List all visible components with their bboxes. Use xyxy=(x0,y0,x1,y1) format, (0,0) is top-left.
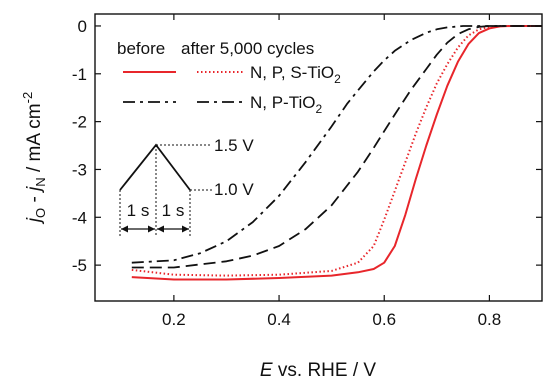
y-tick-label: -3 xyxy=(72,160,87,179)
y-axis-title: jO - jN / mA cm-2 xyxy=(20,92,48,225)
legend: before after 5,000 cycles N, P, S-TiO2 N… xyxy=(117,39,341,116)
inset-arrowhead xyxy=(182,225,189,233)
inset-upper-label: 1.5 V xyxy=(214,136,254,155)
y-tick-label: 0 xyxy=(78,17,87,36)
axis-ticks: 0.2 0.4 0.6 0.8 0 -1 -2 -3 -4 -5 xyxy=(72,14,542,329)
y-tick-label: -5 xyxy=(72,256,87,275)
inset-step1-label: 1 s xyxy=(127,201,150,220)
legend-header-after: after 5,000 cycles xyxy=(181,39,314,58)
series-group xyxy=(131,25,542,281)
legend-label-npsti: N, P, S-TiO2 xyxy=(250,63,341,86)
x-tick-label: 0.2 xyxy=(162,310,186,329)
inset-waveform: 1.5 V 1.0 V 1 s 1 s xyxy=(119,136,254,236)
inset-lower-label: 1.0 V xyxy=(214,180,254,199)
inset-step2-label: 1 s xyxy=(162,201,185,220)
x-tick-label: 0.4 xyxy=(267,310,291,329)
inset-triangle xyxy=(119,143,191,191)
x-axis-title: E vs. RHE / V xyxy=(260,360,376,381)
inset-arrowhead xyxy=(157,225,164,233)
x-tick-label: 0.6 xyxy=(372,310,396,329)
legend-header-before: before xyxy=(117,39,165,58)
y-tick-label: -1 xyxy=(72,65,87,84)
inset-arrowhead xyxy=(121,225,128,233)
series-line-1 xyxy=(131,25,542,277)
series-line-0 xyxy=(131,25,542,281)
y-tick-label: -4 xyxy=(72,208,87,227)
series-line-3 xyxy=(131,25,542,264)
inset-arrowhead xyxy=(148,225,155,233)
y-tick-label: -2 xyxy=(72,113,87,132)
x-tick-label: 0.8 xyxy=(478,310,502,329)
series-line-2 xyxy=(131,25,542,269)
legend-label-npti: N, P-TiO2 xyxy=(250,93,322,116)
plot-frame xyxy=(94,13,543,302)
